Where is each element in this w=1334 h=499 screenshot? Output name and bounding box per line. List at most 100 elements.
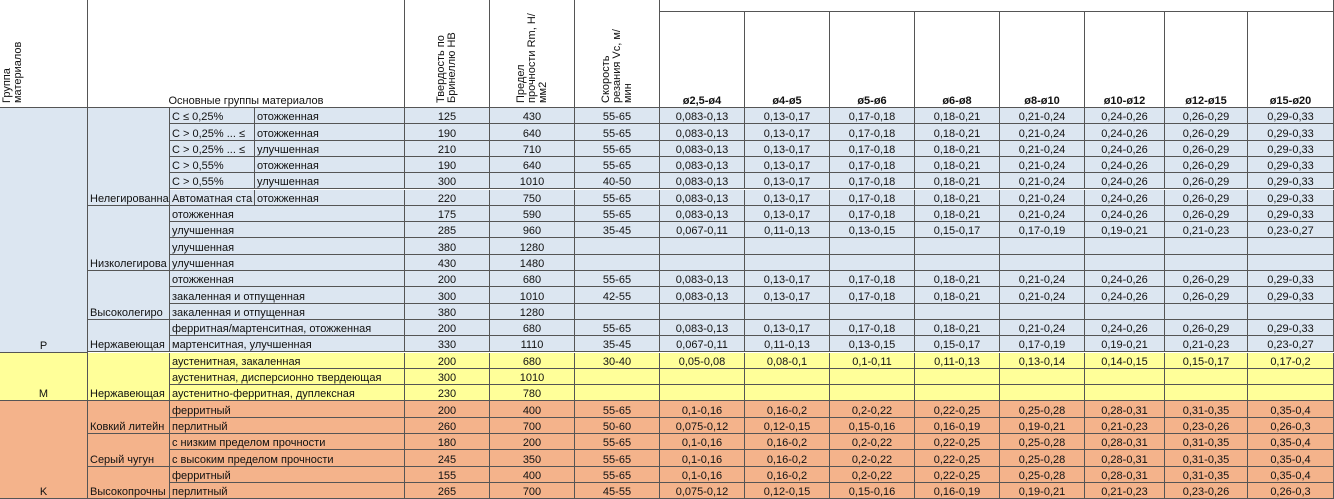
feed-text: 0,21-0,24 [1018,323,1066,336]
feed: 0,24-0,26 [1085,124,1165,141]
feed: 0,31-0,35 [1165,434,1248,451]
speed: 35-45 [575,222,660,239]
feed: 0,29-0,33 [1248,173,1334,190]
strength-text: 1010 [519,372,545,385]
condition-text: отожженная [172,209,234,222]
feed-text: 0,18-0,21 [933,290,981,303]
feed [745,303,830,320]
feed: 0,29-0,33 [1248,319,1334,337]
feed [1248,303,1334,320]
speed-text: 55-65 [602,209,632,222]
carbon: C > 0,55% [170,156,255,174]
feed: 0,1-0,16 [660,450,745,467]
feed: 0,17-0,18 [830,124,915,141]
feed-text: 0,23-0,26 [1182,420,1230,433]
condition-text: отожженная [257,160,319,173]
speed-text: 55-65 [602,160,632,173]
feed-text: 0,35-0,4 [1270,453,1311,466]
speed-text: 55-65 [602,404,632,417]
speed-text: 55-65 [602,274,632,287]
feed-text: 0,12-0,15 [763,420,811,433]
feed-text: 0,23-0,27 [1267,225,1314,238]
feed-text: 0,26-0,29 [1182,323,1230,336]
condition-text: отожженная [257,127,319,140]
feed: 0,22-0,25 [915,466,1000,483]
feed-text: 0,25-0,28 [1018,469,1066,482]
feed: 0,16-0,2 [745,434,830,451]
feed-text: 0,23-0,27 [1267,339,1314,352]
feed-text: 0,35-0,4 [1270,437,1311,450]
feed-text: 0,067-0,11 [676,339,728,352]
strength: 400 [490,401,575,418]
feed-text: 0,17-0,19 [1018,225,1066,238]
feed [830,303,915,320]
feed [830,254,915,271]
condition: отожженная [255,108,405,125]
speed-text: 55-65 [602,111,632,124]
condition: ферритная/мартенситная, отожженная [170,319,405,337]
hardness: 200 [405,319,490,337]
strength-text: 400 [522,404,542,417]
feed: 0,26-0,29 [1165,124,1248,141]
feed-text: 0,16-0,2 [766,437,808,450]
feed: 0,21-0,24 [1000,271,1085,288]
feed-text: 0,17-0,18 [848,192,896,205]
header-rm-text: Предел прочности Rm, Н/мм2 [514,13,549,103]
feed: 0,26-0,29 [1165,319,1248,337]
feed-text: 0,13-0,17 [763,143,811,156]
feed-text: 0,28-0,31 [1101,469,1148,482]
group-text: K [39,486,48,499]
hardness-text: 380 [437,306,457,319]
feed-text: 0,083-0,13 [675,274,729,287]
feed: 0,28-0,31 [1085,401,1165,418]
hardness: 190 [405,124,490,141]
feed: 0,17-0,18 [830,287,915,304]
strength: 750 [490,189,575,206]
feed: 0,2-0,22 [830,450,915,467]
feed: 0,16-0,2 [745,401,830,418]
feed-text: 0,18-0,21 [933,192,981,205]
feed: 0,19-0,21 [1085,336,1165,353]
feed: 0,21-0,24 [1000,319,1085,337]
feed: 0,21-0,24 [1000,124,1085,141]
strength: 200 [490,434,575,451]
feed: 0,13-0,17 [745,319,830,337]
feed: 0,26-0,3 [1248,417,1334,434]
feed-text: 0,21-0,24 [1018,209,1066,222]
feed-text: 0,16-0,2 [766,469,808,482]
feed-text: 0,17-0,18 [848,323,896,336]
strength: 1110 [490,336,575,353]
feed-text: 0,083-0,13 [675,127,729,140]
condition: ферритный [170,401,405,418]
strength: 960 [490,222,575,239]
feed: 0,35-0,4 [1248,466,1334,483]
feed: 0,24-0,26 [1085,271,1165,288]
carbon: C > 0,55% [170,173,255,190]
feed-text: 0,22-0,25 [933,437,981,450]
strength-text: 430 [522,111,542,124]
condition: улучшенная [255,173,405,190]
speed-text: 55-65 [602,143,632,156]
feed-text: 0,13-0,17 [763,192,811,205]
feed-text: 0,21-0,24 [1018,192,1066,205]
feed: 0,26-0,29 [1165,205,1248,223]
strength-text: 750 [522,192,542,205]
feed: 0,13-0,17 [745,124,830,141]
strength: 680 [490,319,575,337]
hardness: 300 [405,368,490,386]
feed-text: 0,13-0,17 [763,274,811,287]
feed-text: 0,083-0,13 [675,209,729,222]
speed: 55-65 [575,156,660,174]
condition: отожженная [170,205,405,223]
strength-text: 400 [522,469,542,482]
feed: 0,083-0,13 [660,173,745,190]
strength-text: 1010 [519,290,545,303]
speed [575,368,660,386]
feed-text: 0,083-0,13 [675,290,729,303]
speed-text: 55-65 [602,127,632,140]
hardness-text: 125 [437,111,457,124]
condition: закаленная и отпущенная [170,287,405,304]
hardness: 200 [405,401,490,418]
condition-text: перлитный [172,420,228,433]
